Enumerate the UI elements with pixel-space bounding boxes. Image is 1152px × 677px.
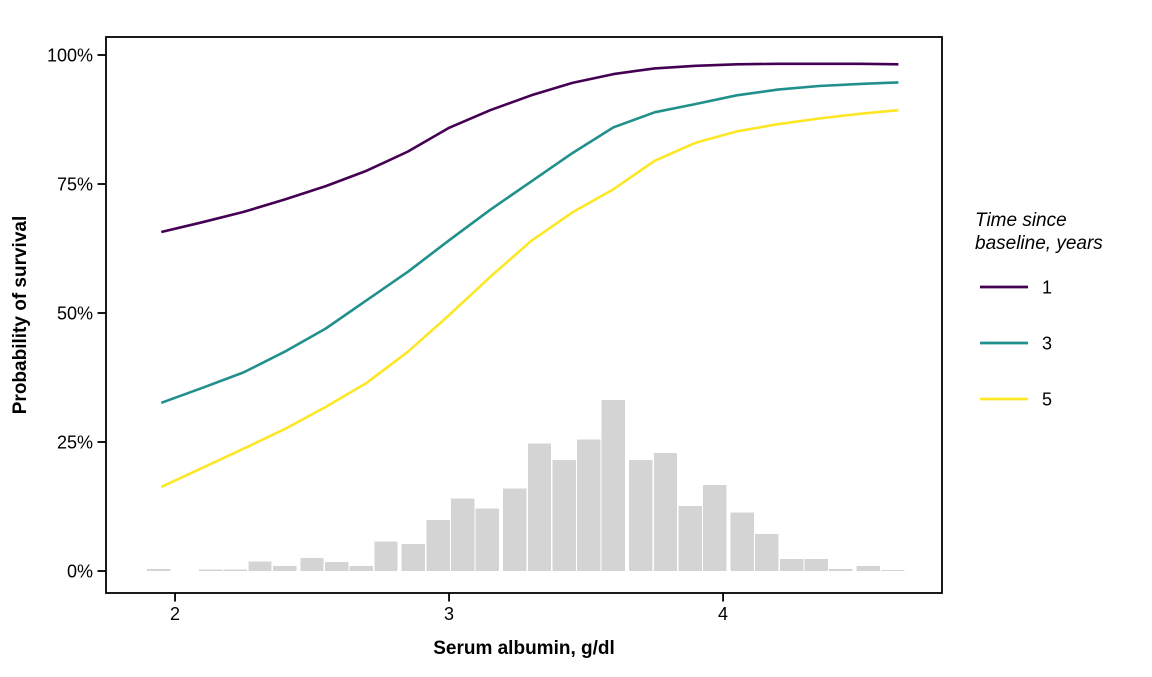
survival-curve-year-1 [160,62,899,234]
x-axis-title: Serum albumin, g/dl [433,638,615,659]
y-axis: 0% 25% 50% 75% 100% [47,46,106,582]
legend-title-line2: baseline, years [975,233,1103,254]
histogram-bar [325,562,349,571]
histogram-bar [451,498,475,572]
albumin-distribution-histogram [146,400,905,572]
x-tick-label: 3 [444,604,454,624]
histogram-bar [223,569,247,571]
legend-entry-label-1: 1 [1042,278,1052,298]
legend-entry-label-3: 3 [1042,334,1052,354]
histogram-bar [829,569,853,572]
x-tick-label: 4 [718,604,728,624]
histogram-bar [856,565,880,572]
histogram-bar [577,439,601,571]
histogram-bar [552,460,576,571]
histogram-bar [881,569,905,571]
histogram-bar [199,569,223,571]
histogram-bar [401,544,426,571]
x-tick-label: 2 [170,604,180,624]
legend: Time since baseline, years 1 3 5 [975,210,1103,410]
x-axis: 2 3 4 [170,593,728,624]
legend-title-line1: Time since [975,210,1067,231]
survival-curves [160,62,899,489]
histogram-bar [804,559,828,571]
panel-border [105,36,943,594]
histogram-bar [779,559,804,571]
histogram-bar [601,400,626,571]
histogram-bar [527,443,552,572]
histogram-bar [475,508,500,571]
y-axis-title: Probability of survival [10,216,31,415]
y-tick-label: 0% [67,562,93,582]
histogram-bar [730,512,754,571]
histogram-bar [272,565,297,572]
histogram-bar [349,565,374,572]
legend-entries: 1 3 5 [980,278,1052,410]
histogram-bar [629,460,653,571]
histogram-bar [374,541,398,571]
histogram-bar [653,452,678,572]
histogram-bar [703,484,727,571]
survival-curve-year-3 [160,81,899,405]
y-tick-label: 100% [47,46,93,66]
y-tick-label: 25% [57,433,93,453]
survival-curve-year-5 [160,108,899,489]
legend-entry-label-5: 5 [1042,390,1052,410]
histogram-bar [503,488,527,572]
histogram-bar [678,506,702,571]
histogram-bar [300,558,324,571]
histogram-bar [248,561,272,571]
histogram-bar [426,519,450,571]
histogram-bar [755,533,779,572]
y-tick-label: 50% [57,304,93,324]
y-tick-label: 75% [57,175,93,195]
histogram-bar [146,569,171,572]
